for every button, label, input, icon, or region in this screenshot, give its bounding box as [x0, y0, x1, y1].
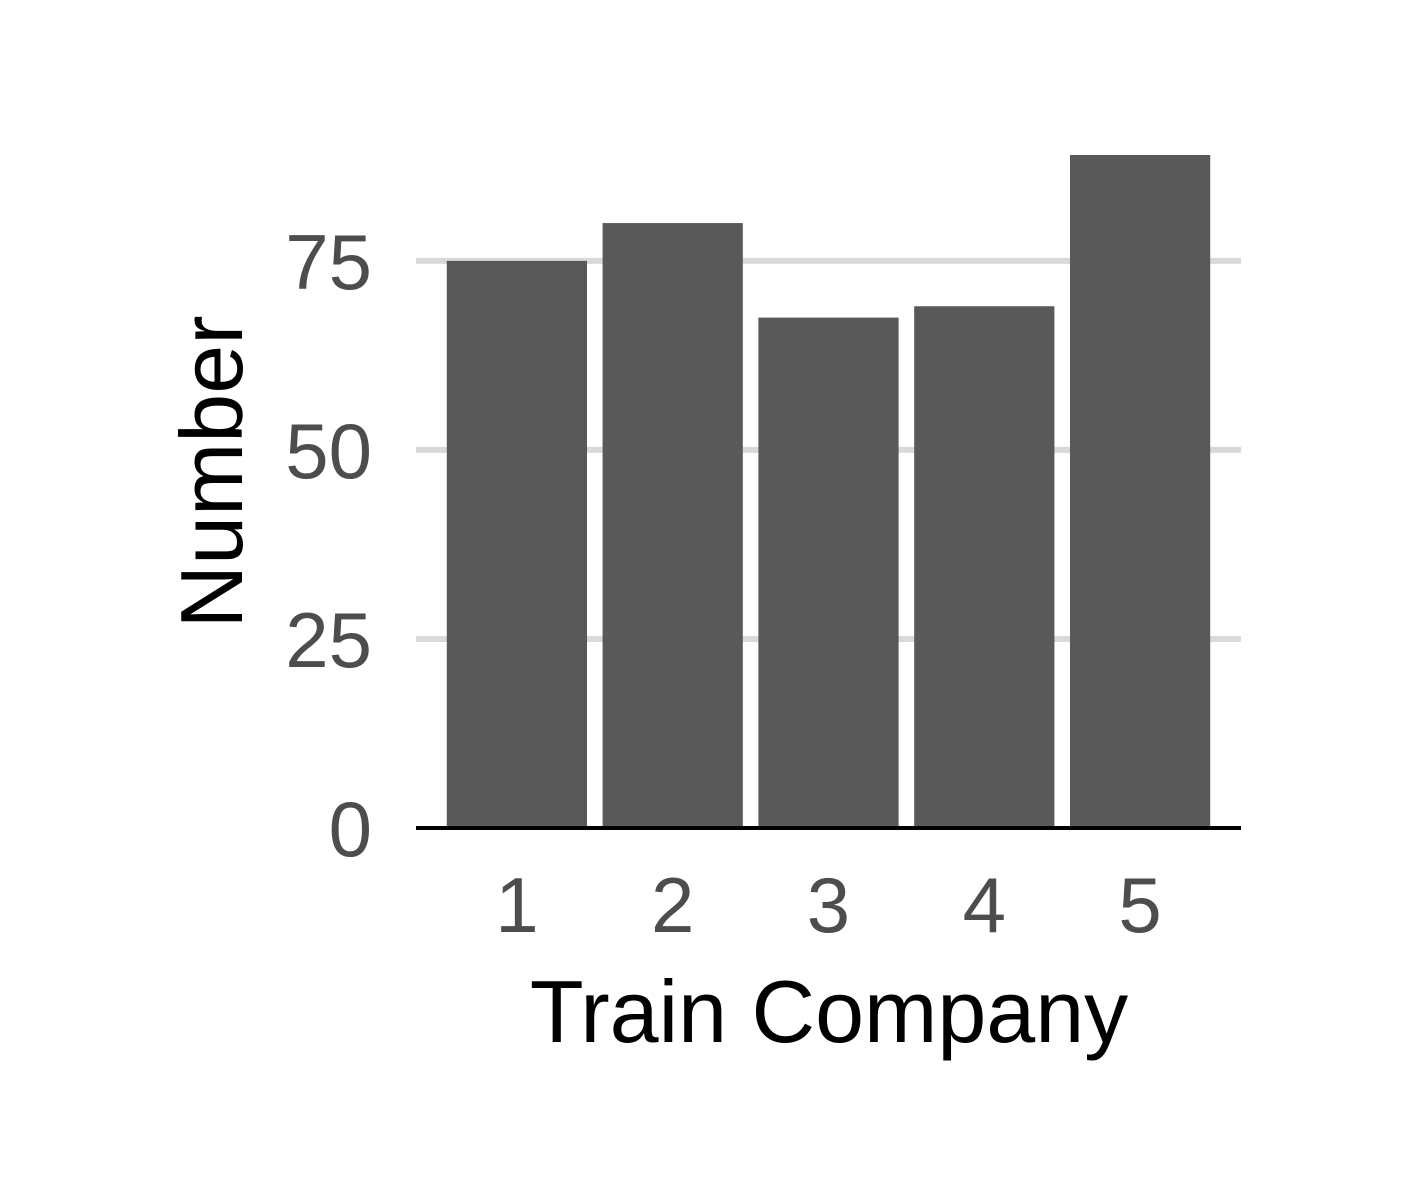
x-tick-label: 5: [1118, 861, 1161, 949]
x-tick-labels: 1 2 3 4 5: [495, 861, 1162, 949]
x-axis-title: Train Company: [530, 962, 1128, 1061]
x-tick-label: 4: [963, 861, 1006, 949]
x-tick-label: 3: [807, 861, 850, 949]
bars: [446, 155, 1211, 829]
x-tick-label: 1: [495, 861, 538, 949]
x-tick-label: 2: [651, 861, 694, 949]
y-tick-label: 25: [285, 596, 372, 684]
y-tick-label: 75: [285, 218, 372, 306]
bar: [1069, 155, 1211, 828]
y-tick-label: 50: [285, 407, 372, 495]
y-tick-label: 0: [329, 785, 372, 873]
bar: [446, 260, 588, 828]
y-tick-labels: 0 25 50 75: [285, 218, 372, 873]
y-axis-title: Number: [162, 316, 261, 629]
bar: [758, 317, 899, 828]
bar: [914, 306, 1055, 828]
bar: [602, 223, 743, 829]
